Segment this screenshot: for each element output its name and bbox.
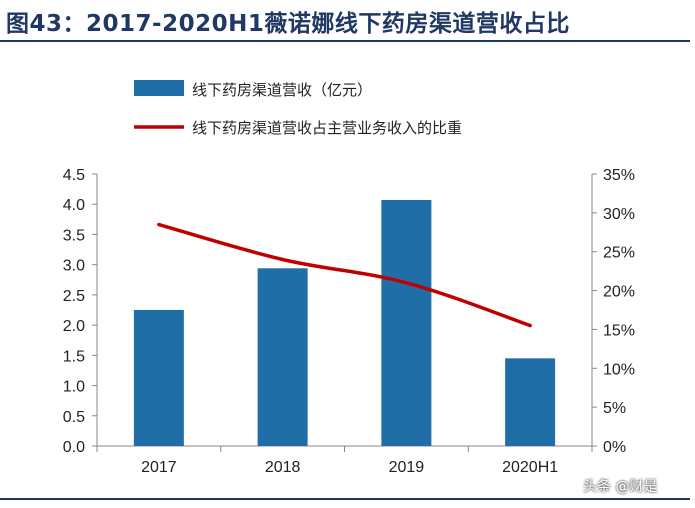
ratio-point <box>157 223 161 227</box>
chart-title: 图43：2017-2020H1薇诺娜线下药房渠道营收占比 <box>6 11 570 37</box>
right-axis-tick-label: 35% <box>603 167 635 184</box>
right-axis-tick-label: 30% <box>603 206 635 223</box>
ratio-line <box>157 222 532 328</box>
left-axis-tick-label: 1.0 <box>63 379 85 396</box>
right-axis-tick-label: 25% <box>603 245 635 262</box>
left-axis-tick-label: 4.5 <box>63 167 85 184</box>
right-axis-tick-label: 5% <box>603 400 626 417</box>
watermark: 头条 @财是 <box>583 479 658 495</box>
left-axis-tick-label: 2.0 <box>63 318 85 335</box>
right-axis-tick-label: 20% <box>603 284 635 301</box>
left-axis-tick-label: 2.5 <box>63 288 85 305</box>
left-axis-tick-label: 4.0 <box>63 197 85 214</box>
right-axis-tick-label: 10% <box>603 361 635 378</box>
legend-bar-label: 线下药房渠道营收（亿元） <box>192 81 372 99</box>
legend: 线下药房渠道营收（亿元） 线下药房渠道营收占主营业务收入的比重 <box>134 80 462 137</box>
bar <box>381 199 432 446</box>
ratio-point <box>281 257 285 261</box>
left-axis-tick-label: 1.5 <box>63 348 85 365</box>
legend-bar-swatch <box>134 80 184 96</box>
left-axis-tick-label: 3.0 <box>63 258 85 275</box>
bottom-divider <box>0 498 690 500</box>
left-axis-tick-label: 0.5 <box>63 409 85 426</box>
axes: 0.0 0.5 1.0 1.5 2.0 2.5 3.0 3.5 4.0 4.5 0% 5% 10% 15%… <box>63 167 635 476</box>
bar-series <box>133 199 556 446</box>
bar <box>257 268 308 446</box>
x-axis-tick-label: 2019 <box>389 459 425 476</box>
left-axis-tick-label: 3.5 <box>63 227 85 244</box>
ratio-point <box>528 324 532 328</box>
right-axis-tick-label: 15% <box>603 322 635 339</box>
x-axis-tick-label: 2020H1 <box>502 459 558 476</box>
bar <box>133 310 184 446</box>
line-series <box>157 222 532 328</box>
ratio-point <box>404 281 408 285</box>
legend-line-label: 线下药房渠道营收占主营业务收入的比重 <box>192 119 462 137</box>
title-divider <box>0 40 690 42</box>
right-axis-tick-label: 0% <box>603 439 626 456</box>
bar <box>505 358 556 446</box>
x-axis-tick-label: 2018 <box>265 459 301 476</box>
left-axis-tick-label: 0.0 <box>63 439 85 456</box>
x-axis-tick-label: 2017 <box>141 459 177 476</box>
